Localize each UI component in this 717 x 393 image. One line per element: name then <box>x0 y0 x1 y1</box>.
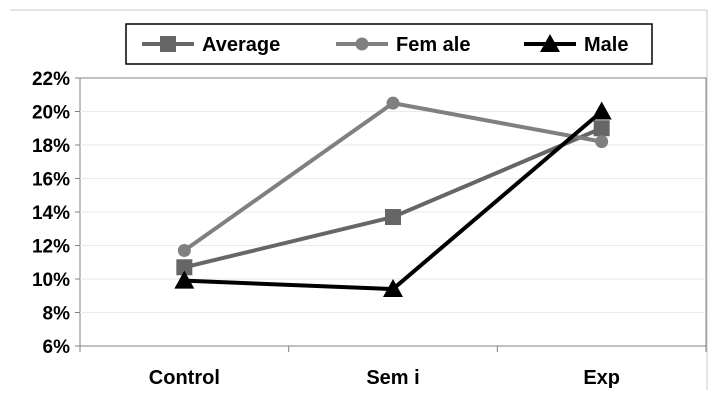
legend-marker <box>540 34 560 52</box>
legend-entry: Male <box>524 34 628 56</box>
y-tick-label: 18% <box>32 136 70 157</box>
data-point <box>595 135 609 149</box>
data-point <box>177 244 191 258</box>
y-tick-label: 6% <box>43 337 71 358</box>
legend-label: Male <box>584 34 628 56</box>
legend-marker <box>160 36 176 52</box>
series-triangle <box>174 101 612 298</box>
data-point <box>591 101 612 120</box>
legend-label: Average <box>202 34 280 56</box>
series-layer <box>174 96 612 298</box>
y-tick-label: 12% <box>32 237 70 258</box>
data-point <box>386 96 400 110</box>
legend-label: Fem ale <box>396 34 470 56</box>
legend: Average Fem ale Male <box>125 23 653 65</box>
data-point <box>383 279 403 298</box>
data-point <box>593 120 610 137</box>
data-point <box>176 259 193 276</box>
x-tick-label: Sem i <box>366 367 419 389</box>
legend-entry: Fem ale <box>336 34 470 56</box>
data-point <box>385 209 401 226</box>
legend-marker <box>355 37 369 51</box>
y-tick-label: 8% <box>43 304 71 325</box>
x-tick-label: Exp <box>583 367 620 389</box>
y-tick-label: 10% <box>32 270 70 291</box>
x-tick-label: Control <box>149 367 220 389</box>
y-tick-label: 16% <box>32 170 70 191</box>
data-point <box>174 270 195 289</box>
y-tick-label: 20% <box>32 103 70 124</box>
y-tick-label: 22% <box>32 69 70 90</box>
series-square <box>176 120 610 276</box>
series-circle <box>177 96 609 258</box>
y-tick-label: 14% <box>32 203 70 224</box>
x-axis: Control Sem i Exp <box>79 346 707 389</box>
y-axis: 6% 8% 10% 12% 14% 16% 18% 20% 22% <box>32 69 80 358</box>
legend-entry: Average <box>142 34 280 56</box>
